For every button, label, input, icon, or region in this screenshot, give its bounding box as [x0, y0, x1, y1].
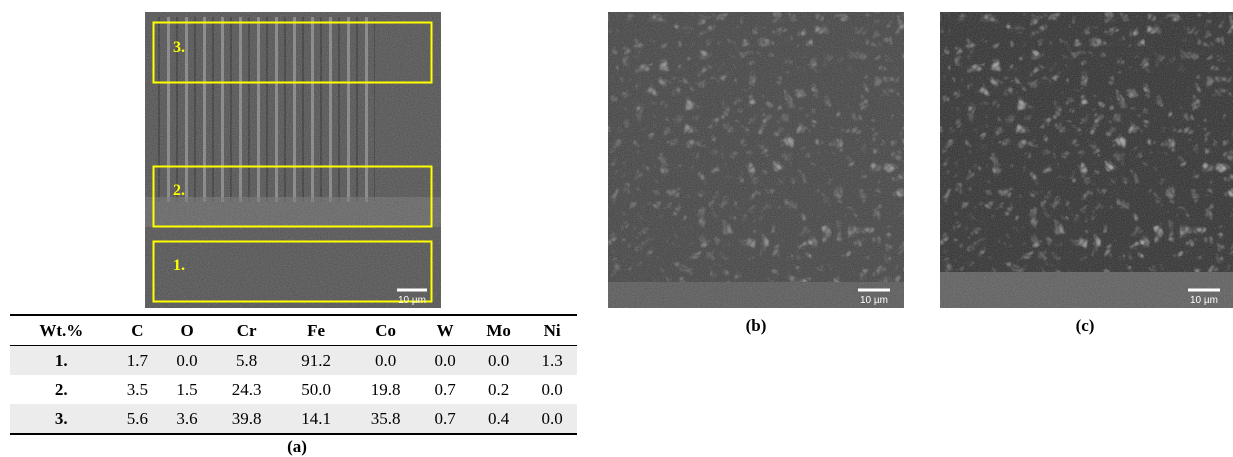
- region-label: 3.: [173, 39, 185, 56]
- header-cell: W: [420, 315, 470, 346]
- table-cell: 3.: [10, 404, 113, 434]
- table-cell: 24.3: [212, 375, 281, 404]
- header-cell: Cr: [212, 315, 281, 346]
- table-cell: 91.2: [281, 346, 350, 376]
- table-cell: 39.8: [212, 404, 281, 434]
- header-cell: Wt.%: [10, 315, 113, 346]
- header-cell: Ni: [527, 315, 577, 346]
- table-cell: 1.: [10, 346, 113, 376]
- table-cell: 1.5: [162, 375, 212, 404]
- header-cell: Mo: [470, 315, 527, 346]
- table-cell: 0.0: [470, 346, 527, 376]
- table-cell: 14.1: [281, 404, 350, 434]
- table-cell: 0.7: [420, 375, 470, 404]
- header-cell: Co: [351, 315, 420, 346]
- table-cell: 0.2: [470, 375, 527, 404]
- table-cell: 1.7: [113, 346, 163, 376]
- table-cell: 35.8: [351, 404, 420, 434]
- caption: (c): [1076, 316, 1095, 336]
- scale-label: 10 µm: [398, 295, 426, 306]
- table-cell: 19.8: [351, 375, 420, 404]
- sem-image-c: 10 µm: [940, 12, 1233, 308]
- table-cell: 3.5: [113, 375, 163, 404]
- table-cell: 2.: [10, 375, 113, 404]
- caption: (b): [746, 316, 767, 336]
- sem-image-b: 10 µm: [608, 12, 904, 308]
- header-cell: C: [113, 315, 163, 346]
- table-cell: 5.6: [113, 404, 163, 434]
- scale-label: 10 µm: [860, 295, 888, 306]
- table-cell: 0.0: [527, 375, 577, 404]
- region-label: 2.: [173, 182, 185, 199]
- table-cell: 3.6: [162, 404, 212, 434]
- header-cell: O: [162, 315, 212, 346]
- header-cell: Fe: [281, 315, 350, 346]
- table-cell: 5.8: [212, 346, 281, 376]
- sem-image-a: 3. 2. 1. 10 µm: [145, 12, 441, 308]
- table-cell: 50.0: [281, 375, 350, 404]
- table-cell: 0.0: [351, 346, 420, 376]
- table-cell: 0.0: [420, 346, 470, 376]
- region-label: 1.: [173, 257, 185, 274]
- scale-label: 10 µm: [1190, 295, 1218, 306]
- page: 3. 2. 1. 10 µm Wt.%COCrFeCoWMoNi1.1.70.0…: [0, 0, 1233, 457]
- table-cell: 0.7: [420, 404, 470, 434]
- table-cell: 0.0: [162, 346, 212, 376]
- table-cell: 0.0: [527, 404, 577, 434]
- caption: (a): [287, 437, 307, 457]
- table-cell: 0.4: [470, 404, 527, 434]
- table-cell: 1.3: [527, 346, 577, 376]
